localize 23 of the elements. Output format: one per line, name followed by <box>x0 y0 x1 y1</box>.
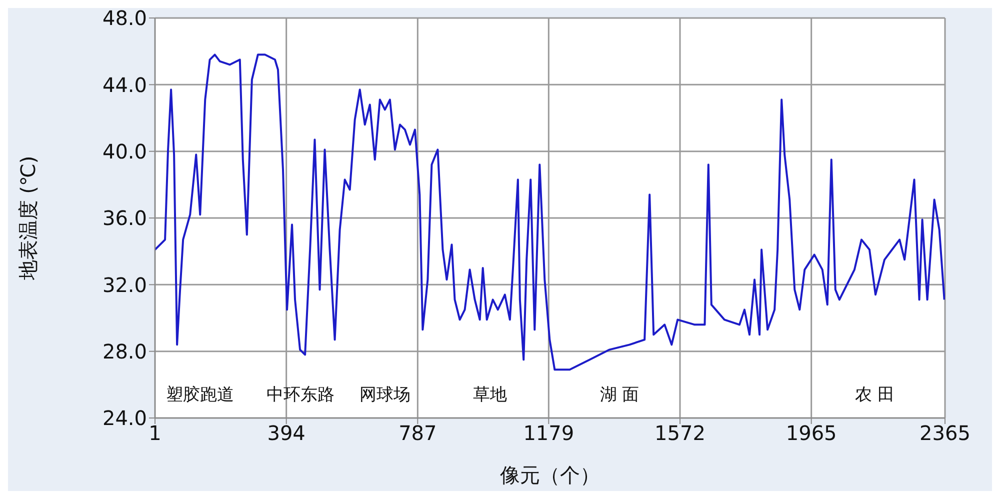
annotation: 农 田 <box>854 385 894 405</box>
annotation: 湖 面 <box>600 385 640 405</box>
x-tick-label: 1572 <box>654 421 706 446</box>
y-tick-label: 32.0 <box>102 272 147 297</box>
annotation: 中环东路 <box>266 385 334 405</box>
y-tick-label: 40.0 <box>102 139 147 164</box>
annotation: 草地 <box>472 385 507 405</box>
annotation: 塑胶跑道 <box>166 385 234 405</box>
y-tick-label: 48.0 <box>102 6 147 30</box>
x-tick-label: 394 <box>267 421 306 446</box>
y-axis-title: 地表温度 (℃) <box>16 156 40 282</box>
line-series <box>155 54 945 371</box>
x-tick-label: 787 <box>398 421 437 446</box>
x-tick-label: 2365 <box>920 421 970 446</box>
x-tick-label: 1 <box>148 421 162 446</box>
x-tick-label: 1179 <box>523 421 574 446</box>
y-tick-label: 24.0 <box>102 406 147 430</box>
y-tick-label: 36.0 <box>102 206 147 230</box>
annotation: 网球场 <box>359 385 410 405</box>
y-tick-label: 28.0 <box>102 339 147 364</box>
y-tick-label: 44.0 <box>102 72 147 97</box>
x-axis-title: 像元（个） <box>500 463 600 487</box>
x-tick-label: 1965 <box>786 421 837 446</box>
